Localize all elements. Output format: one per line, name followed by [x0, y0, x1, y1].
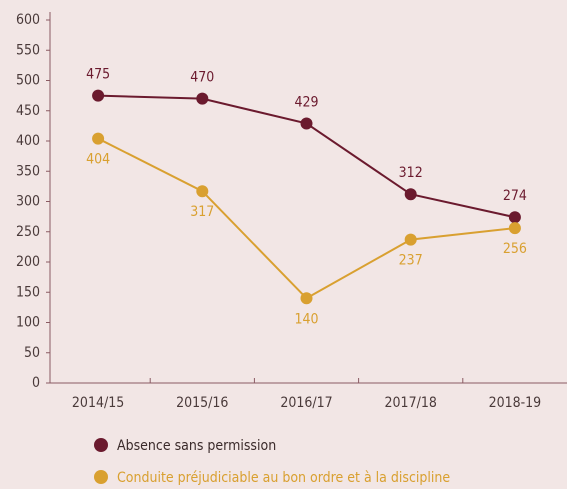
data-label: 404: [86, 152, 110, 168]
data-point: [92, 89, 105, 102]
data-point: [196, 185, 209, 198]
y-tick-label: 450: [16, 103, 40, 119]
data-label: 237: [399, 253, 423, 269]
data-label: 312: [399, 165, 423, 181]
data-point: [404, 188, 417, 201]
y-tick-label: 550: [16, 42, 40, 58]
y-tick-label: 50: [24, 345, 40, 361]
legend-marker: [94, 470, 108, 484]
x-tick-label: 2017/18: [385, 395, 437, 411]
data-point: [92, 132, 105, 145]
y-tick-label: 500: [16, 73, 40, 89]
y-tick-label: 350: [16, 163, 40, 179]
y-tick-label: 200: [16, 254, 40, 270]
y-tick-label: 400: [16, 133, 40, 149]
legend-label: Conduite préjudiciable au bon ordre et à…: [117, 470, 450, 486]
data-point: [508, 211, 521, 224]
data-point: [508, 222, 521, 235]
x-tick-label: 2015/16: [176, 395, 228, 411]
data-point: [196, 92, 209, 105]
data-label: 140: [294, 311, 318, 327]
data-label: 429: [294, 94, 318, 110]
data-label: 256: [503, 241, 527, 257]
y-tick-label: 250: [16, 224, 40, 240]
data-label: 317: [190, 204, 214, 220]
data-label: 470: [190, 70, 214, 86]
data-label: 475: [86, 67, 110, 83]
y-tick-label: 150: [16, 284, 40, 300]
data-point: [300, 292, 313, 305]
y-tick-label: 100: [16, 315, 40, 331]
x-tick-label: 2016/17: [280, 395, 332, 411]
data-label: 274: [503, 188, 527, 204]
y-tick-label: 600: [16, 12, 40, 28]
x-tick-label: 2018-19: [489, 395, 542, 411]
legend-marker: [94, 438, 108, 452]
y-tick-label: 0: [32, 375, 40, 391]
y-tick-label: 300: [16, 194, 40, 210]
legend-label: Absence sans permission: [117, 438, 276, 454]
x-tick-label: 2014/15: [72, 395, 124, 411]
data-point: [404, 233, 417, 246]
data-point: [300, 117, 313, 130]
